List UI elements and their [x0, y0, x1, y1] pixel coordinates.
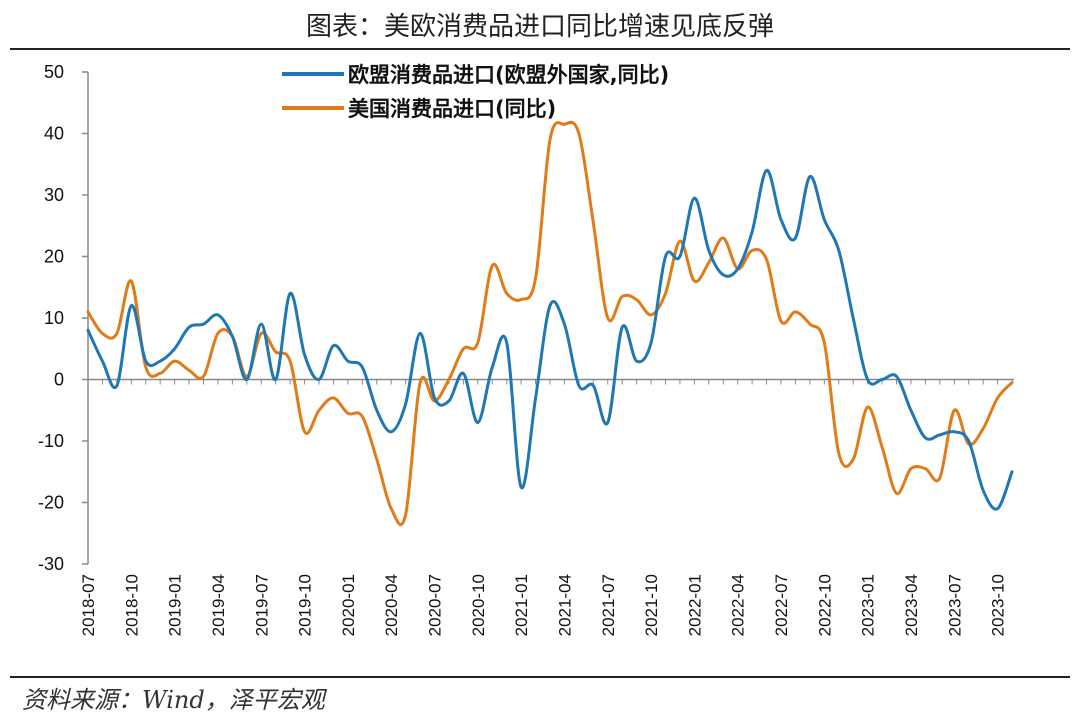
- x-tick-label: 2018-07: [79, 574, 98, 636]
- x-tick-label: 2023-07: [945, 574, 964, 636]
- x-tick-label: 2021-10: [642, 574, 661, 636]
- y-axis: 50 40 30 20 10 0 -10 -20 -30: [38, 62, 89, 574]
- title-rule: [10, 48, 1070, 50]
- y-tick-label: 50: [44, 62, 64, 82]
- x-tick-label: 2019-07: [252, 574, 271, 636]
- x-tick-label: 2018-10: [122, 574, 141, 636]
- x-tick-label: 2021-07: [599, 574, 618, 636]
- y-tick-label: -20: [38, 493, 64, 513]
- y-tick-label: -10: [38, 431, 64, 451]
- y-tick-label: 40: [44, 124, 64, 144]
- legend-label: 美国消费品进口(同比): [348, 97, 556, 121]
- series-line-eu: [86, 168, 1014, 511]
- source-note: 资料来源：Wind，泽平宏观: [22, 686, 325, 714]
- x-tick-label: 2022-10: [815, 574, 834, 636]
- y-tick-label: 30: [44, 185, 64, 205]
- x-tick-label: 2020-07: [426, 574, 445, 636]
- legend-label: 欧盟消费品进口(欧盟外国家,同比): [348, 63, 669, 87]
- y-tick-label: 20: [44, 247, 64, 267]
- x-tick-label: 2020-10: [469, 574, 488, 636]
- x-tick-label: 2022-04: [729, 574, 748, 636]
- x-axis: 2018-07 2018-10 2019-01 2019-04 2019-07 2019-…: [79, 378, 1014, 636]
- x-tick-label: 2019-04: [209, 574, 228, 636]
- x-tick-label: 2020-01: [339, 574, 358, 636]
- x-tick-label: 2022-07: [772, 574, 791, 636]
- x-tick-label: 2023-01: [859, 574, 878, 636]
- y-tick-label: -30: [38, 554, 64, 574]
- x-tick-label: 2019-01: [166, 574, 185, 636]
- series-lines: [86, 120, 1014, 527]
- x-tick-label: 2022-01: [685, 574, 704, 636]
- legend: 欧盟消费品进口(欧盟外国家,同比) 美国消费品进口(同比): [282, 63, 669, 121]
- x-tick-label: 2020-04: [382, 574, 401, 636]
- x-tick-label: 2021-04: [555, 574, 574, 636]
- x-tick-label: 2021-01: [512, 574, 531, 636]
- x-tick-label: 2019-10: [296, 574, 315, 636]
- x-tick-label: 2023-04: [902, 574, 921, 636]
- chart-title: 图表：美欧消费品进口同比增速见底反弹: [305, 12, 774, 42]
- source-rule: [10, 676, 1070, 678]
- x-tick-label: 2023-10: [989, 574, 1008, 636]
- y-tick-label: 10: [44, 308, 64, 328]
- y-tick-label: 0: [54, 370, 64, 390]
